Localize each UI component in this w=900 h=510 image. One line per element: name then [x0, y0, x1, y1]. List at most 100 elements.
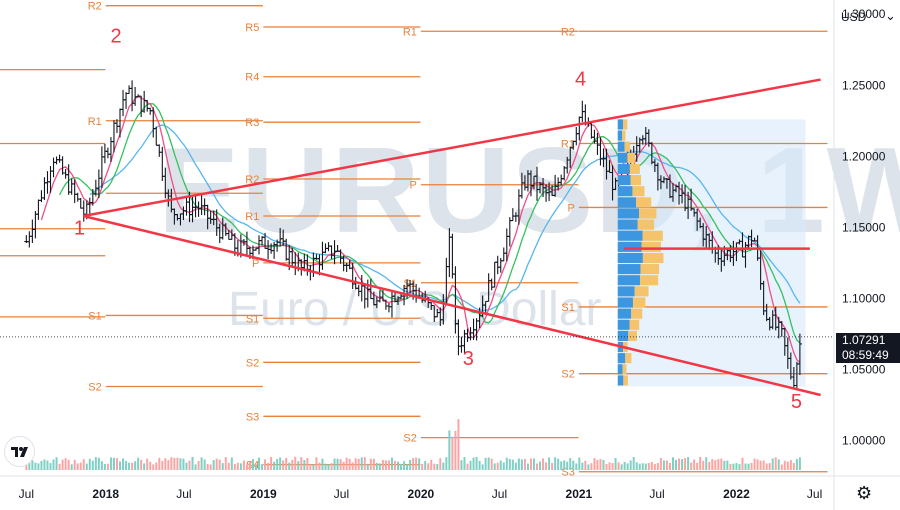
volume-bar [475, 456, 478, 470]
volume-bar [596, 459, 599, 470]
volume-bar [239, 463, 242, 470]
volume-bar [717, 459, 720, 470]
volume-bar [390, 457, 393, 470]
gear-icon[interactable]: ⚙ [856, 483, 873, 503]
volume-bar [76, 463, 79, 470]
ohlc-bar [447, 228, 452, 278]
volume-bar [678, 458, 681, 470]
volume-bar [34, 462, 37, 470]
ohlc-bar [202, 198, 207, 216]
volume-bar [73, 459, 76, 470]
volume-bar [765, 463, 768, 470]
ohlc-bar [30, 219, 35, 243]
volume-bar [484, 457, 487, 470]
volume-profile-down [623, 119, 628, 130]
volume-bar [656, 463, 659, 470]
trendline [83, 78, 821, 218]
volume-bar [505, 457, 508, 470]
volume-bar [599, 459, 602, 470]
ohlc-bar [559, 174, 564, 186]
pivot-level-label: R5 [245, 22, 259, 34]
volume-bar [306, 457, 309, 470]
volume-profile-up [617, 230, 643, 241]
x-tick-label: Jul [19, 487, 34, 501]
volume-bar [430, 459, 433, 470]
ohlc-bar [199, 195, 204, 216]
ohlc-bar [42, 177, 47, 200]
volume-bar [134, 461, 137, 470]
volume-bar [548, 457, 551, 470]
ohlc-bar [538, 181, 543, 194]
ohlc-bar [130, 80, 135, 112]
ohlc-bar [45, 171, 50, 194]
volume-bar [242, 460, 245, 470]
volume-bar [795, 459, 798, 470]
ohlc-bar [54, 156, 59, 165]
volume-bar [490, 458, 493, 470]
volume-bar [587, 464, 590, 470]
volume-profile-down [623, 375, 628, 386]
ohlc-bar [105, 147, 110, 159]
ohlc-bar [450, 233, 455, 279]
ohlc-bar [175, 213, 180, 221]
volume-bar [149, 461, 152, 470]
volume-bar [403, 461, 406, 470]
volume-bar [418, 458, 421, 470]
ohlc-bar [513, 212, 518, 222]
volume-bar [729, 463, 732, 470]
ohlc-bar [102, 144, 107, 164]
volume-bar [387, 460, 390, 470]
pivot-level-label: P [410, 180, 417, 192]
volume-bar [258, 457, 261, 470]
volume-bar [554, 457, 557, 470]
wave-label: 2 [111, 26, 122, 48]
volume-bar [644, 463, 647, 470]
volume-profile-down [627, 152, 636, 163]
ohlc-bar [362, 285, 367, 309]
volume-bar [236, 462, 239, 470]
volume-bar [221, 463, 224, 470]
pivot-level-label: R1 [403, 26, 417, 38]
volume-bar [254, 464, 257, 470]
ohlc-bar [172, 208, 177, 225]
ohlc-bar [613, 177, 618, 191]
volume-profile-up [617, 163, 630, 175]
volume-bar [119, 461, 122, 470]
tradingview-logo-icon[interactable] [5, 437, 34, 466]
volume-bar [427, 463, 430, 470]
volume-bar [433, 463, 436, 470]
volume-bar [421, 463, 424, 470]
volume-bar [487, 457, 490, 470]
volume-bar [653, 464, 656, 470]
volume-bar [514, 462, 517, 470]
ohlc-bars [24, 80, 802, 390]
volume-bar [194, 464, 197, 470]
volume-bar [532, 458, 535, 470]
volume-bar [777, 459, 780, 470]
volume-profile-down [628, 330, 637, 341]
x-tick-label: Jul [807, 487, 822, 501]
pivot-level-label: S3 [246, 411, 259, 423]
ohlc-bar [432, 304, 437, 322]
volume-bar [424, 460, 427, 470]
volume-bar [454, 430, 457, 470]
volume-bar [569, 458, 572, 470]
volume-bar [705, 457, 708, 470]
chevron-down-icon[interactable]: ⌄ [885, 8, 896, 23]
volume-bar [626, 463, 629, 470]
volume-bar [146, 458, 149, 470]
volume-bar [384, 460, 387, 470]
ohlc-bar [383, 299, 388, 310]
volume-bar [771, 458, 774, 470]
volume-profile-down [642, 252, 664, 264]
volume-bar [675, 459, 678, 470]
x-tick-label: 2022 [723, 487, 750, 501]
currency-label[interactable]: USD [841, 10, 867, 24]
volume-bar [708, 461, 711, 470]
volume-bar [312, 464, 315, 470]
volume-bar [70, 464, 73, 470]
volume-bar [64, 458, 67, 470]
x-tick-label: Jul [492, 487, 507, 501]
